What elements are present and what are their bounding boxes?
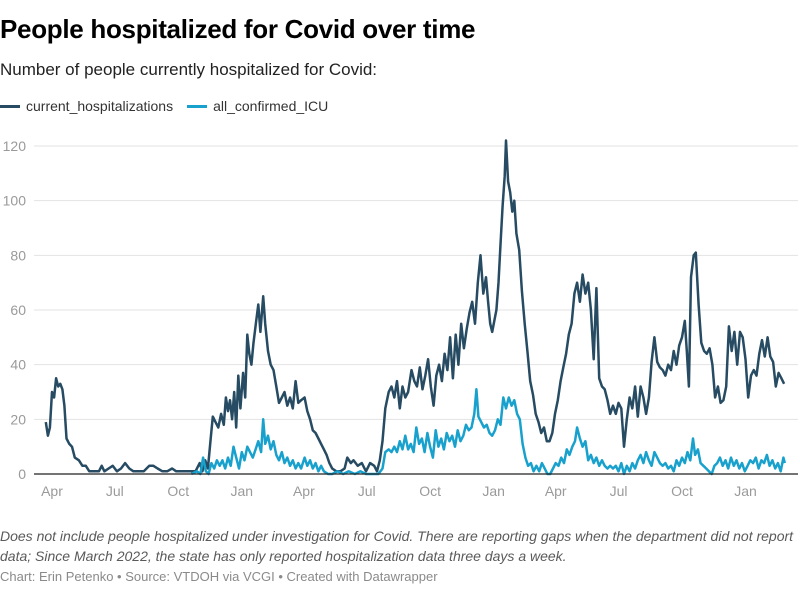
legend-item-current-hospitalizations: current_hospitalizations <box>0 98 173 114</box>
legend-label-all-confirmed-icu: all_confirmed_ICU <box>213 98 329 114</box>
chart-note: Does not include people hospitalized und… <box>0 528 794 564</box>
y-tick-label: 80 <box>10 247 26 263</box>
x-tick-label: Oct <box>419 483 441 499</box>
x-tick-label: Jul <box>106 483 124 499</box>
gridlines <box>34 145 798 420</box>
legend: current_hospitalizations all_confirmed_I… <box>0 98 342 114</box>
x-tick-label: Jan <box>230 483 253 499</box>
y-tick-label: 60 <box>10 302 26 318</box>
legend-swatch-all-confirmed-icu <box>187 104 208 108</box>
x-tick-label: Oct <box>167 483 189 499</box>
x-tick-label: Jul <box>610 483 628 499</box>
y-tick-label: 100 <box>3 193 27 209</box>
legend-swatch-current-hospitalizations <box>0 104 20 108</box>
chart-subtitle: Number of people currently hospitalized … <box>0 60 378 79</box>
legend-label-current-hospitalizations: current_hospitalizations <box>26 98 174 114</box>
x-tick-label: Apr <box>41 483 63 499</box>
y-tick-label: 40 <box>10 357 26 373</box>
y-axis: 0 20 40 60 80 100 120 <box>3 138 27 482</box>
chart-credit: Chart: Erin Petenko • Source: VTDOH via … <box>0 569 438 584</box>
y-tick-label: 0 <box>18 466 26 482</box>
x-tick-label: Oct <box>671 483 693 499</box>
chart-title: People hospitalized for Covid over time <box>0 14 476 44</box>
x-tick-label: Jan <box>734 483 757 499</box>
series-line-all-confirmed-icu <box>190 388 787 476</box>
line-chart: 0 20 40 60 80 100 120 Apr Jul Oct Jan Apr Jul Oct Jan… <box>3 138 798 499</box>
legend-item-all-confirmed-icu: all_confirmed_ICU <box>187 98 328 114</box>
y-tick-label: 120 <box>3 138 27 154</box>
x-tick-label: Jul <box>358 483 376 499</box>
series-line-current-hospitalizations <box>44 139 786 473</box>
x-tick-label: Apr <box>545 483 567 499</box>
y-tick-label: 20 <box>10 411 26 427</box>
x-tick-label: Apr <box>293 483 315 499</box>
x-axis: Apr Jul Oct Jan Apr Jul Oct Jan Apr Jul Oct Jan <box>41 483 757 499</box>
x-tick-label: Jan <box>482 483 505 499</box>
series-lines <box>44 139 787 476</box>
